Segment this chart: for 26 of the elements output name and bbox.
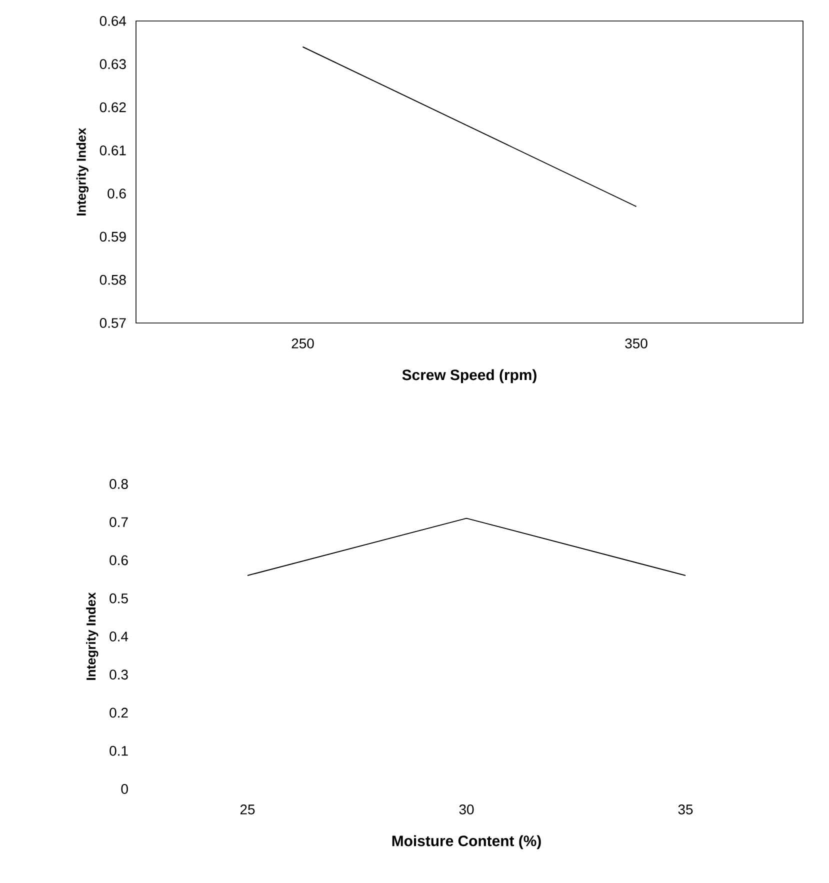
x-tick-label: 350 xyxy=(625,338,648,348)
y-tick-label: 0.62 xyxy=(100,102,126,112)
y-tick-label: 0.6 xyxy=(108,188,126,199)
y-axis-title: Integrity Index xyxy=(76,128,88,216)
y-axis-title: Integrity Index xyxy=(86,592,98,680)
y-tick-label: 0.57 xyxy=(100,318,126,328)
x-tick-label: 35 xyxy=(678,804,693,814)
y-tick-label: 0.64 xyxy=(100,16,126,26)
y-tick-label: 0.3 xyxy=(110,670,128,680)
x-axis-title: Screw Speed (rpm) xyxy=(402,369,536,384)
x-tick-label: 30 xyxy=(459,804,474,814)
y-tick-label: 0.58 xyxy=(100,274,126,285)
x-axis-title: Moisture Content (%) xyxy=(392,835,541,850)
y-tick-label: 0.59 xyxy=(100,232,126,242)
y-tick-label: 0.61 xyxy=(100,145,126,156)
y-tick-label: 0.63 xyxy=(100,59,126,70)
y-tick-label: 0.4 xyxy=(110,632,128,642)
y-tick-label: 0.5 xyxy=(110,593,128,604)
y-tick-label: 0.1 xyxy=(110,746,128,756)
y-tick-label: 0.6 xyxy=(110,555,128,566)
x-tick-label: 25 xyxy=(240,804,255,814)
y-tick-label: 0.7 xyxy=(110,517,128,528)
y-tick-label: 0.2 xyxy=(110,708,128,718)
y-tick-label: 0 xyxy=(121,784,128,794)
x-tick-label: 250 xyxy=(292,338,314,348)
y-tick-label: 0.8 xyxy=(110,479,128,489)
